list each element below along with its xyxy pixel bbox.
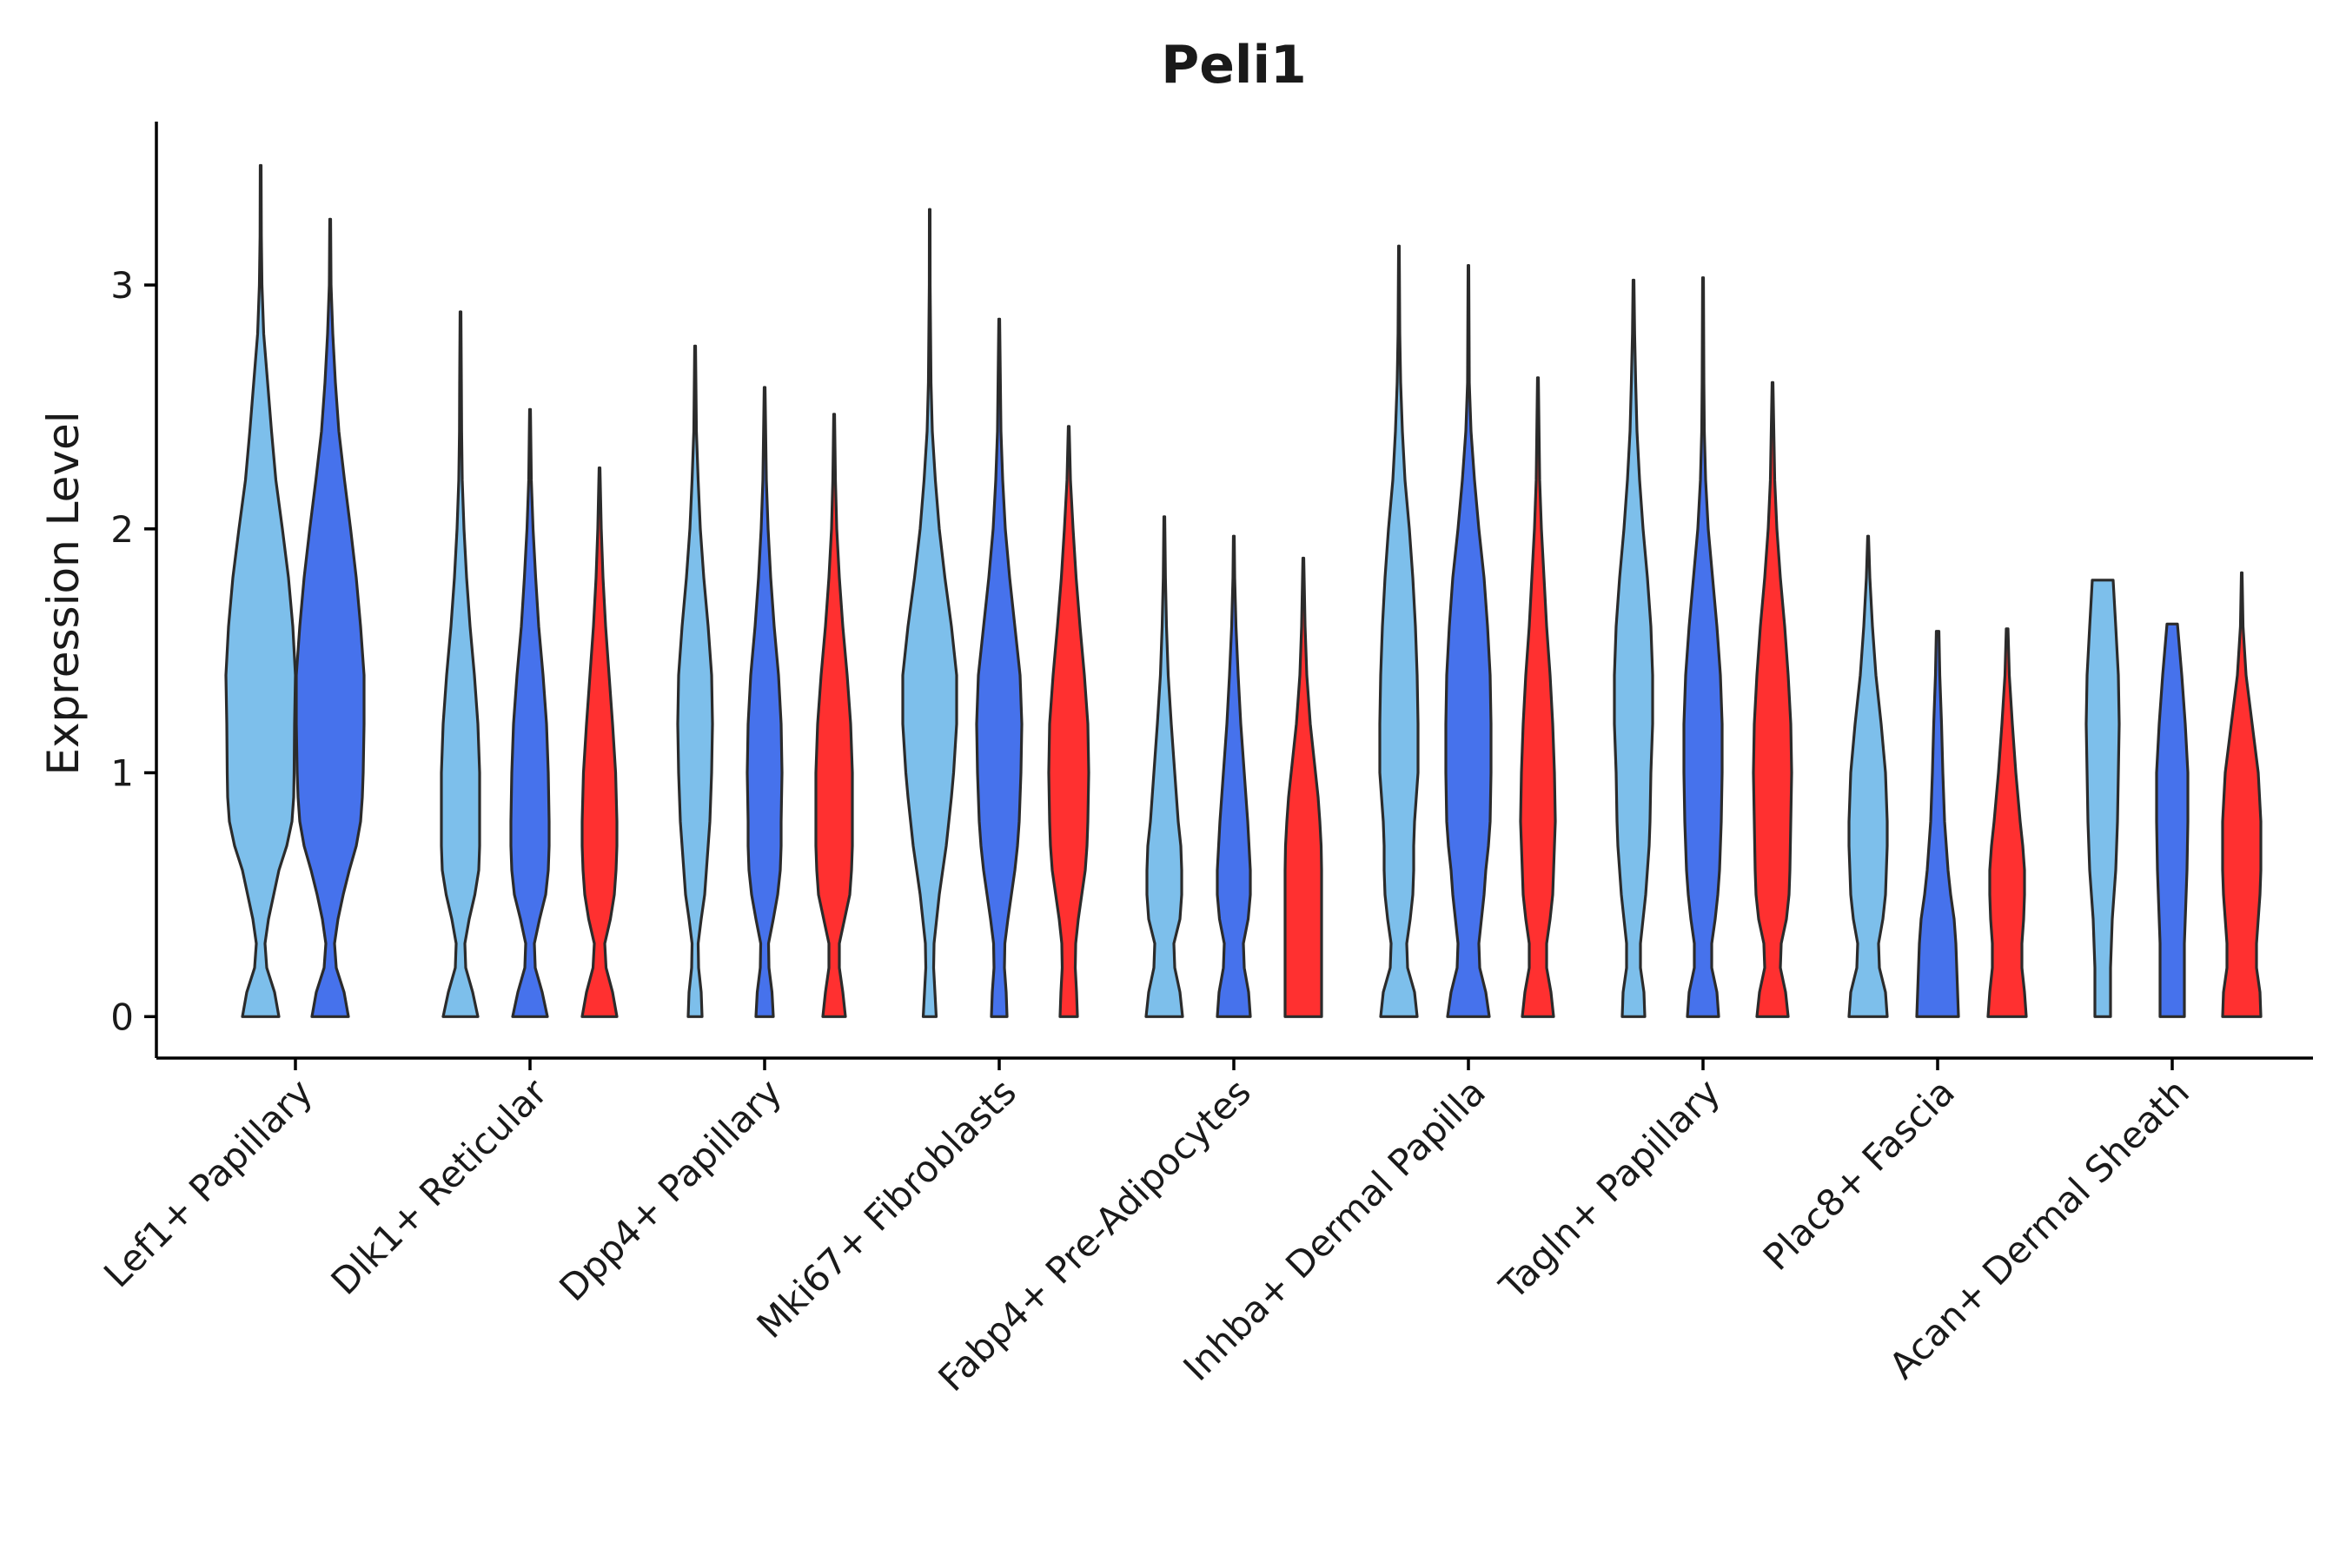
violin-group-3-7 xyxy=(1986,627,2028,1018)
violin-group-1-4 xyxy=(1144,515,1184,1018)
x-tick-label: Dpp4+ Papillary xyxy=(551,1070,790,1309)
violin-group-1-5 xyxy=(1378,244,1420,1018)
violin-group-3-6 xyxy=(1752,380,1793,1018)
y-tick-label: 0 xyxy=(110,996,134,1038)
x-tick-label: Dlk1+ Reticular xyxy=(323,1070,556,1303)
x-tick-label: Lef1+ Papillary xyxy=(96,1070,321,1295)
y-tick-label: 1 xyxy=(110,752,134,795)
violin-group-3-8 xyxy=(2221,571,2263,1018)
violins-layer xyxy=(224,163,2263,1018)
violin-group-2-7 xyxy=(1915,630,1960,1018)
y-axis-label: Expression Level xyxy=(38,411,89,775)
violin-group-1-7 xyxy=(1847,534,1889,1018)
x-tick-label: Plac8+ Fascia xyxy=(1755,1070,1963,1278)
violin-group-2-5 xyxy=(1444,264,1493,1018)
violin-group-2-2 xyxy=(746,386,784,1018)
violin-group-1-0 xyxy=(224,163,297,1018)
violin-group-1-3 xyxy=(901,208,958,1018)
violin-group-2-8 xyxy=(2155,622,2190,1018)
violin-group-2-6 xyxy=(1682,276,1724,1018)
violin-group-2-4 xyxy=(1216,534,1252,1018)
violin-group-2-1 xyxy=(509,407,551,1018)
violin-group-1-6 xyxy=(1613,278,1654,1018)
violin-group-3-2 xyxy=(814,413,854,1018)
x-tick-label: Tagln+ Papillary xyxy=(1491,1070,1728,1307)
violin-group-2-0 xyxy=(295,217,366,1018)
violin-group-1-2 xyxy=(676,344,714,1018)
violin-group-1-8 xyxy=(2084,579,2121,1018)
violin-group-2-3 xyxy=(975,317,1024,1018)
chart-title: Peli1 xyxy=(1161,35,1307,96)
violin-group-1-1 xyxy=(440,310,481,1018)
y-tick-label: 3 xyxy=(110,264,134,307)
x-tick-label: Mki67+ Fibroblasts xyxy=(749,1070,1024,1346)
axes-layer: 0 1 2 3 Lef1+ Papillary Dlk1+ ReticularDpp4+ … xyxy=(96,122,2313,1399)
violin-group-3-3 xyxy=(1047,425,1090,1018)
violin-group-3-5 xyxy=(1519,376,1557,1018)
y-tick-label: 2 xyxy=(110,508,134,551)
violin-group-3-4 xyxy=(1283,556,1323,1018)
violin-group-3-1 xyxy=(580,466,619,1018)
